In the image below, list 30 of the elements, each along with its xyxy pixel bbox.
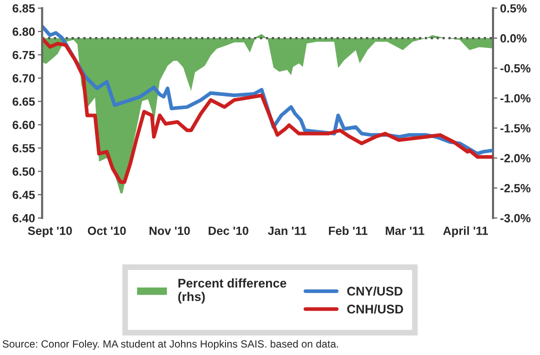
y2-tick-label: -2.5%: [500, 184, 530, 192]
y2-tick-label: 0.0%: [500, 34, 527, 43]
y2-tick-label: -1.5%: [500, 124, 530, 132]
x-tick-label: Sept '10: [28, 226, 72, 238]
x-tick-label: April '11: [443, 226, 488, 238]
y2-tick-label: -0.5%: [500, 64, 530, 73]
x-tick-label: Jan '11: [268, 226, 306, 235]
y2-tick-label: -2.0%: [500, 154, 530, 162]
y-tick-label: 6.45: [12, 190, 35, 200]
y-tick-label: 6.50: [12, 167, 35, 176]
y2-tick-label: -3.0%: [500, 214, 530, 222]
y-tick-label: 6.55: [12, 144, 35, 152]
y2-tick-label: -1.0%: [500, 94, 530, 102]
y-tick-label: 6.65: [12, 97, 35, 106]
y-tick-label: 6.60: [12, 120, 35, 130]
y-tick-label: 6.80: [12, 28, 35, 36]
y2-tick-label: 0.5%: [500, 4, 527, 13]
x-tick-label: Feb '11: [328, 226, 368, 235]
x-tick-label: Nov '10: [150, 226, 190, 235]
x-tick-label: Mar '11: [386, 226, 424, 235]
y-tick-label: 6.40: [12, 214, 35, 222]
source-note: Source: Conor Foley. MA student at Johns Hopkins SAIS. based on data.: [2, 340, 338, 350]
x-tick-label: Dec '10: [208, 226, 248, 235]
legend-label: CNY/USD: [347, 286, 402, 296]
legend-label: Percent difference (rhs): [178, 278, 286, 304]
x-tick-label: Oct '10: [88, 226, 126, 235]
y-tick-label: 6.70: [12, 74, 35, 82]
y-tick-label: 6.75: [12, 50, 35, 60]
y-tick-label: 6.85: [12, 4, 35, 13]
legend-label: CNH/USD: [347, 304, 404, 314]
